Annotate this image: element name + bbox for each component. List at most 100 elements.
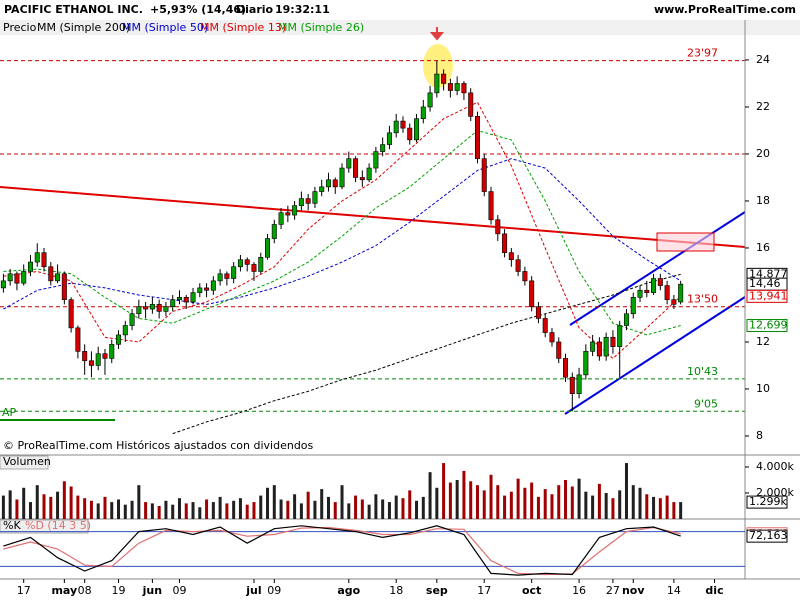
candle-body [623, 313, 629, 326]
candle-body [596, 341, 602, 357]
x-tick-label: 09 [267, 584, 281, 597]
candle-body [231, 266, 237, 279]
level-label: 13'50 [687, 293, 718, 306]
x-tick-label: dic [705, 584, 723, 597]
volume-bar [354, 495, 358, 519]
candle-body [163, 306, 169, 312]
volume-bar [645, 494, 649, 519]
candle-body [271, 224, 277, 239]
volume-bar [272, 485, 276, 519]
candle-body [210, 280, 216, 291]
candle-body [353, 158, 359, 178]
volume-bar [469, 481, 473, 519]
volume-bar [164, 500, 168, 519]
candle-body [366, 167, 372, 181]
candle-body [549, 332, 555, 343]
volume-bar [225, 503, 229, 519]
candle-body [346, 158, 352, 169]
volume-bar [503, 495, 507, 519]
candle-body [109, 344, 115, 359]
volume-bar [130, 500, 134, 519]
panel-title: Volumen [3, 455, 51, 468]
volume-bar [89, 500, 93, 519]
volume-bar [157, 505, 161, 519]
volume-bar [658, 498, 662, 519]
candle-body [197, 287, 203, 293]
candle-body [102, 353, 108, 359]
volume-bar [394, 495, 398, 519]
candle-body [116, 334, 122, 345]
legend-item: MM (Simple 26) [278, 21, 364, 34]
candle-body [143, 306, 149, 310]
volume-bar [408, 490, 412, 519]
volume-bar [232, 500, 236, 519]
candle-body [48, 266, 54, 282]
candle-body [359, 177, 365, 181]
candle-body [312, 191, 318, 204]
panel-title: %D (14 3 5) [25, 519, 91, 532]
volume-bar [123, 504, 127, 519]
x-tick-label: jun [142, 584, 162, 597]
volume-bar [415, 500, 419, 519]
candle-body [542, 318, 548, 333]
candle-body [535, 306, 541, 319]
volume-bar [333, 502, 337, 519]
volume-bar [360, 499, 364, 519]
candle-body [332, 179, 338, 188]
x-tick-label: oct [522, 584, 541, 597]
volume-bar [475, 485, 479, 519]
legend-item: MM (Simple 13) [200, 21, 286, 34]
candle-body [170, 299, 176, 308]
candle-body [265, 238, 271, 258]
series-line [3, 129, 681, 336]
volume-bar [516, 478, 520, 519]
candle-body [41, 252, 47, 268]
candle-body [610, 336, 616, 347]
volume-bar [117, 499, 121, 519]
x-tick-label: sep [426, 584, 448, 597]
chart-title: PACIFIC ETHANOL INC. [4, 3, 143, 16]
candle-body [122, 325, 128, 336]
volume-bar [83, 498, 87, 519]
plots [0, 27, 746, 421]
candle-body [61, 273, 67, 300]
volume-bar [564, 479, 568, 519]
volume-bar [8, 490, 12, 519]
candle-body [0, 280, 6, 289]
candle-body [14, 273, 20, 284]
y-tick-label: 20 [756, 147, 770, 160]
volume-bar [597, 483, 601, 519]
site: www.ProRealTime.com [654, 3, 796, 16]
candle-body [481, 158, 487, 192]
series-line [3, 158, 681, 310]
period: Diario [236, 3, 274, 16]
volume-bar [557, 485, 561, 519]
candle-body [461, 83, 467, 94]
volume-bar [381, 499, 385, 519]
x-tick-label: 17 [477, 584, 491, 597]
candle-body [583, 351, 589, 376]
x-tick-label: nov [622, 584, 645, 597]
volume-bar [611, 498, 615, 519]
candle-body [136, 306, 142, 315]
volume-bar [259, 495, 263, 519]
volume-bar [177, 498, 181, 519]
price-tag [746, 529, 788, 543]
volume-bar [577, 478, 581, 519]
candle-body [237, 259, 243, 268]
candle-body [468, 92, 474, 117]
volume-bar [482, 490, 486, 519]
volume-bar [218, 496, 222, 519]
volume-bar [509, 491, 513, 519]
candle-body [95, 353, 101, 366]
price-tag-label: 12,699 [749, 319, 788, 332]
candle-body [27, 261, 33, 272]
volume-bar [103, 496, 107, 519]
volume-bar [28, 502, 32, 519]
panel-header [0, 455, 49, 470]
candle-body [305, 198, 311, 204]
volume-bar [191, 502, 195, 519]
candle-body [617, 325, 623, 347]
volume-bar [462, 470, 466, 519]
candle-body [176, 297, 182, 300]
